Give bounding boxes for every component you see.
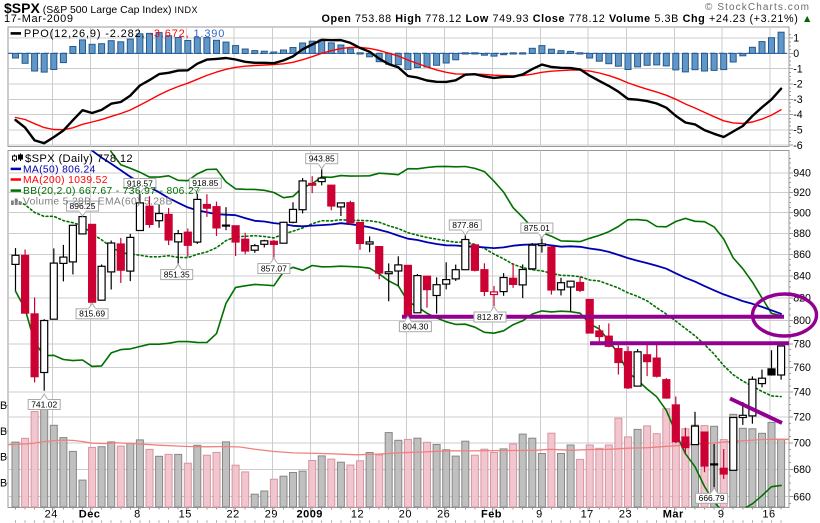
svg-text:B: B [0,426,7,438]
svg-text:Volume 5.28B, EMA(60) 5.28B: Volume 5.28B, EMA(60) 5.28B [23,197,173,208]
svg-text:MA(200) 1039.52: MA(200) 1039.52 [23,175,108,186]
svg-text:Dec: Dec [79,509,101,521]
svg-text:22: 22 [226,509,239,521]
svg-text:720: 720 [793,412,811,424]
svg-text:851.35: 851.35 [164,269,190,279]
svg-text:Open 753.88 High 778.12 Low: Open 753.88 High 778.12 Low 749.93 Close… [321,13,813,25]
svg-text:B: B [0,452,7,464]
svg-text:760: 760 [793,362,811,374]
svg-text:16: 16 [762,509,775,521]
svg-text:880: 880 [793,228,811,240]
svg-text:-4: -4 [793,109,803,121]
svg-text:875.01: 875.01 [524,223,550,233]
svg-text:17: 17 [581,509,594,521]
svg-text:B: B [0,400,7,412]
svg-text:-2: -2 [793,79,803,91]
svg-text:860: 860 [793,249,811,261]
svg-text:896.25: 896.25 [70,201,96,211]
svg-text:PPO(12,26,9) -2.282, -3.672, 1: PPO(12,26,9) -2.282, -3.672, 1.390 [24,28,225,40]
svg-text:8: 8 [134,509,141,521]
svg-text:2009: 2009 [296,509,322,521]
svg-text:877.86: 877.86 [452,220,478,230]
svg-text:0: 0 [793,48,799,60]
svg-text:B: B [0,477,7,489]
svg-text:920: 920 [793,187,811,199]
svg-text:-5: -5 [793,125,803,137]
svg-text:Feb: Feb [481,509,502,521]
svg-text:800: 800 [793,315,811,327]
svg-text:1: 1 [793,33,799,45]
svg-text:812.87: 812.87 [477,312,503,322]
svg-text:918.85: 918.85 [192,178,218,188]
svg-text:9: 9 [718,509,725,521]
svg-text:741.02: 741.02 [31,399,57,409]
svg-text:943.85: 943.85 [309,154,335,164]
svg-text:MA(50) 806.24: MA(50) 806.24 [23,164,96,175]
svg-text:© StockCharts.com: © StockCharts.com [705,2,810,13]
svg-text:24: 24 [45,509,58,521]
svg-text:BB(20,2.0) 667.67 - 736.97 - 8: BB(20,2.0) 667.67 - 736.97 - 806.27 [23,186,200,197]
svg-text:840: 840 [793,271,811,283]
svg-text:815.69: 815.69 [79,309,105,319]
svg-text:29: 29 [265,509,278,521]
svg-text:-1: -1 [793,63,803,75]
svg-text:680: 680 [793,464,811,476]
svg-text:918.57: 918.57 [127,178,153,188]
svg-text:666.79: 666.79 [699,493,725,503]
svg-text:17-Mar-2009: 17-Mar-2009 [4,13,74,25]
svg-text:804.30: 804.30 [402,322,428,332]
svg-text:$SPX (S&P 500 Large Cap Index): $SPX (S&P 500 Large Cap Index) INDX [4,0,198,16]
svg-text:23: 23 [619,509,632,521]
svg-text:940: 940 [793,168,811,180]
svg-text:740: 740 [793,387,811,399]
svg-text:857.07: 857.07 [261,263,287,273]
svg-text:12: 12 [351,509,364,521]
svg-text:$SPX (Daily) 778.12: $SPX (Daily) 778.12 [25,153,133,165]
svg-text:780: 780 [793,338,811,350]
svg-text:700: 700 [793,437,811,449]
svg-text:900: 900 [793,207,811,219]
svg-text:-6: -6 [793,140,803,152]
svg-text:26: 26 [437,509,450,521]
svg-text:20: 20 [399,509,412,521]
svg-text:9: 9 [536,509,543,521]
svg-text:15: 15 [179,509,192,521]
svg-text:660: 660 [793,491,811,503]
svg-text:-3: -3 [793,94,803,106]
svg-text:Mar: Mar [663,509,684,521]
